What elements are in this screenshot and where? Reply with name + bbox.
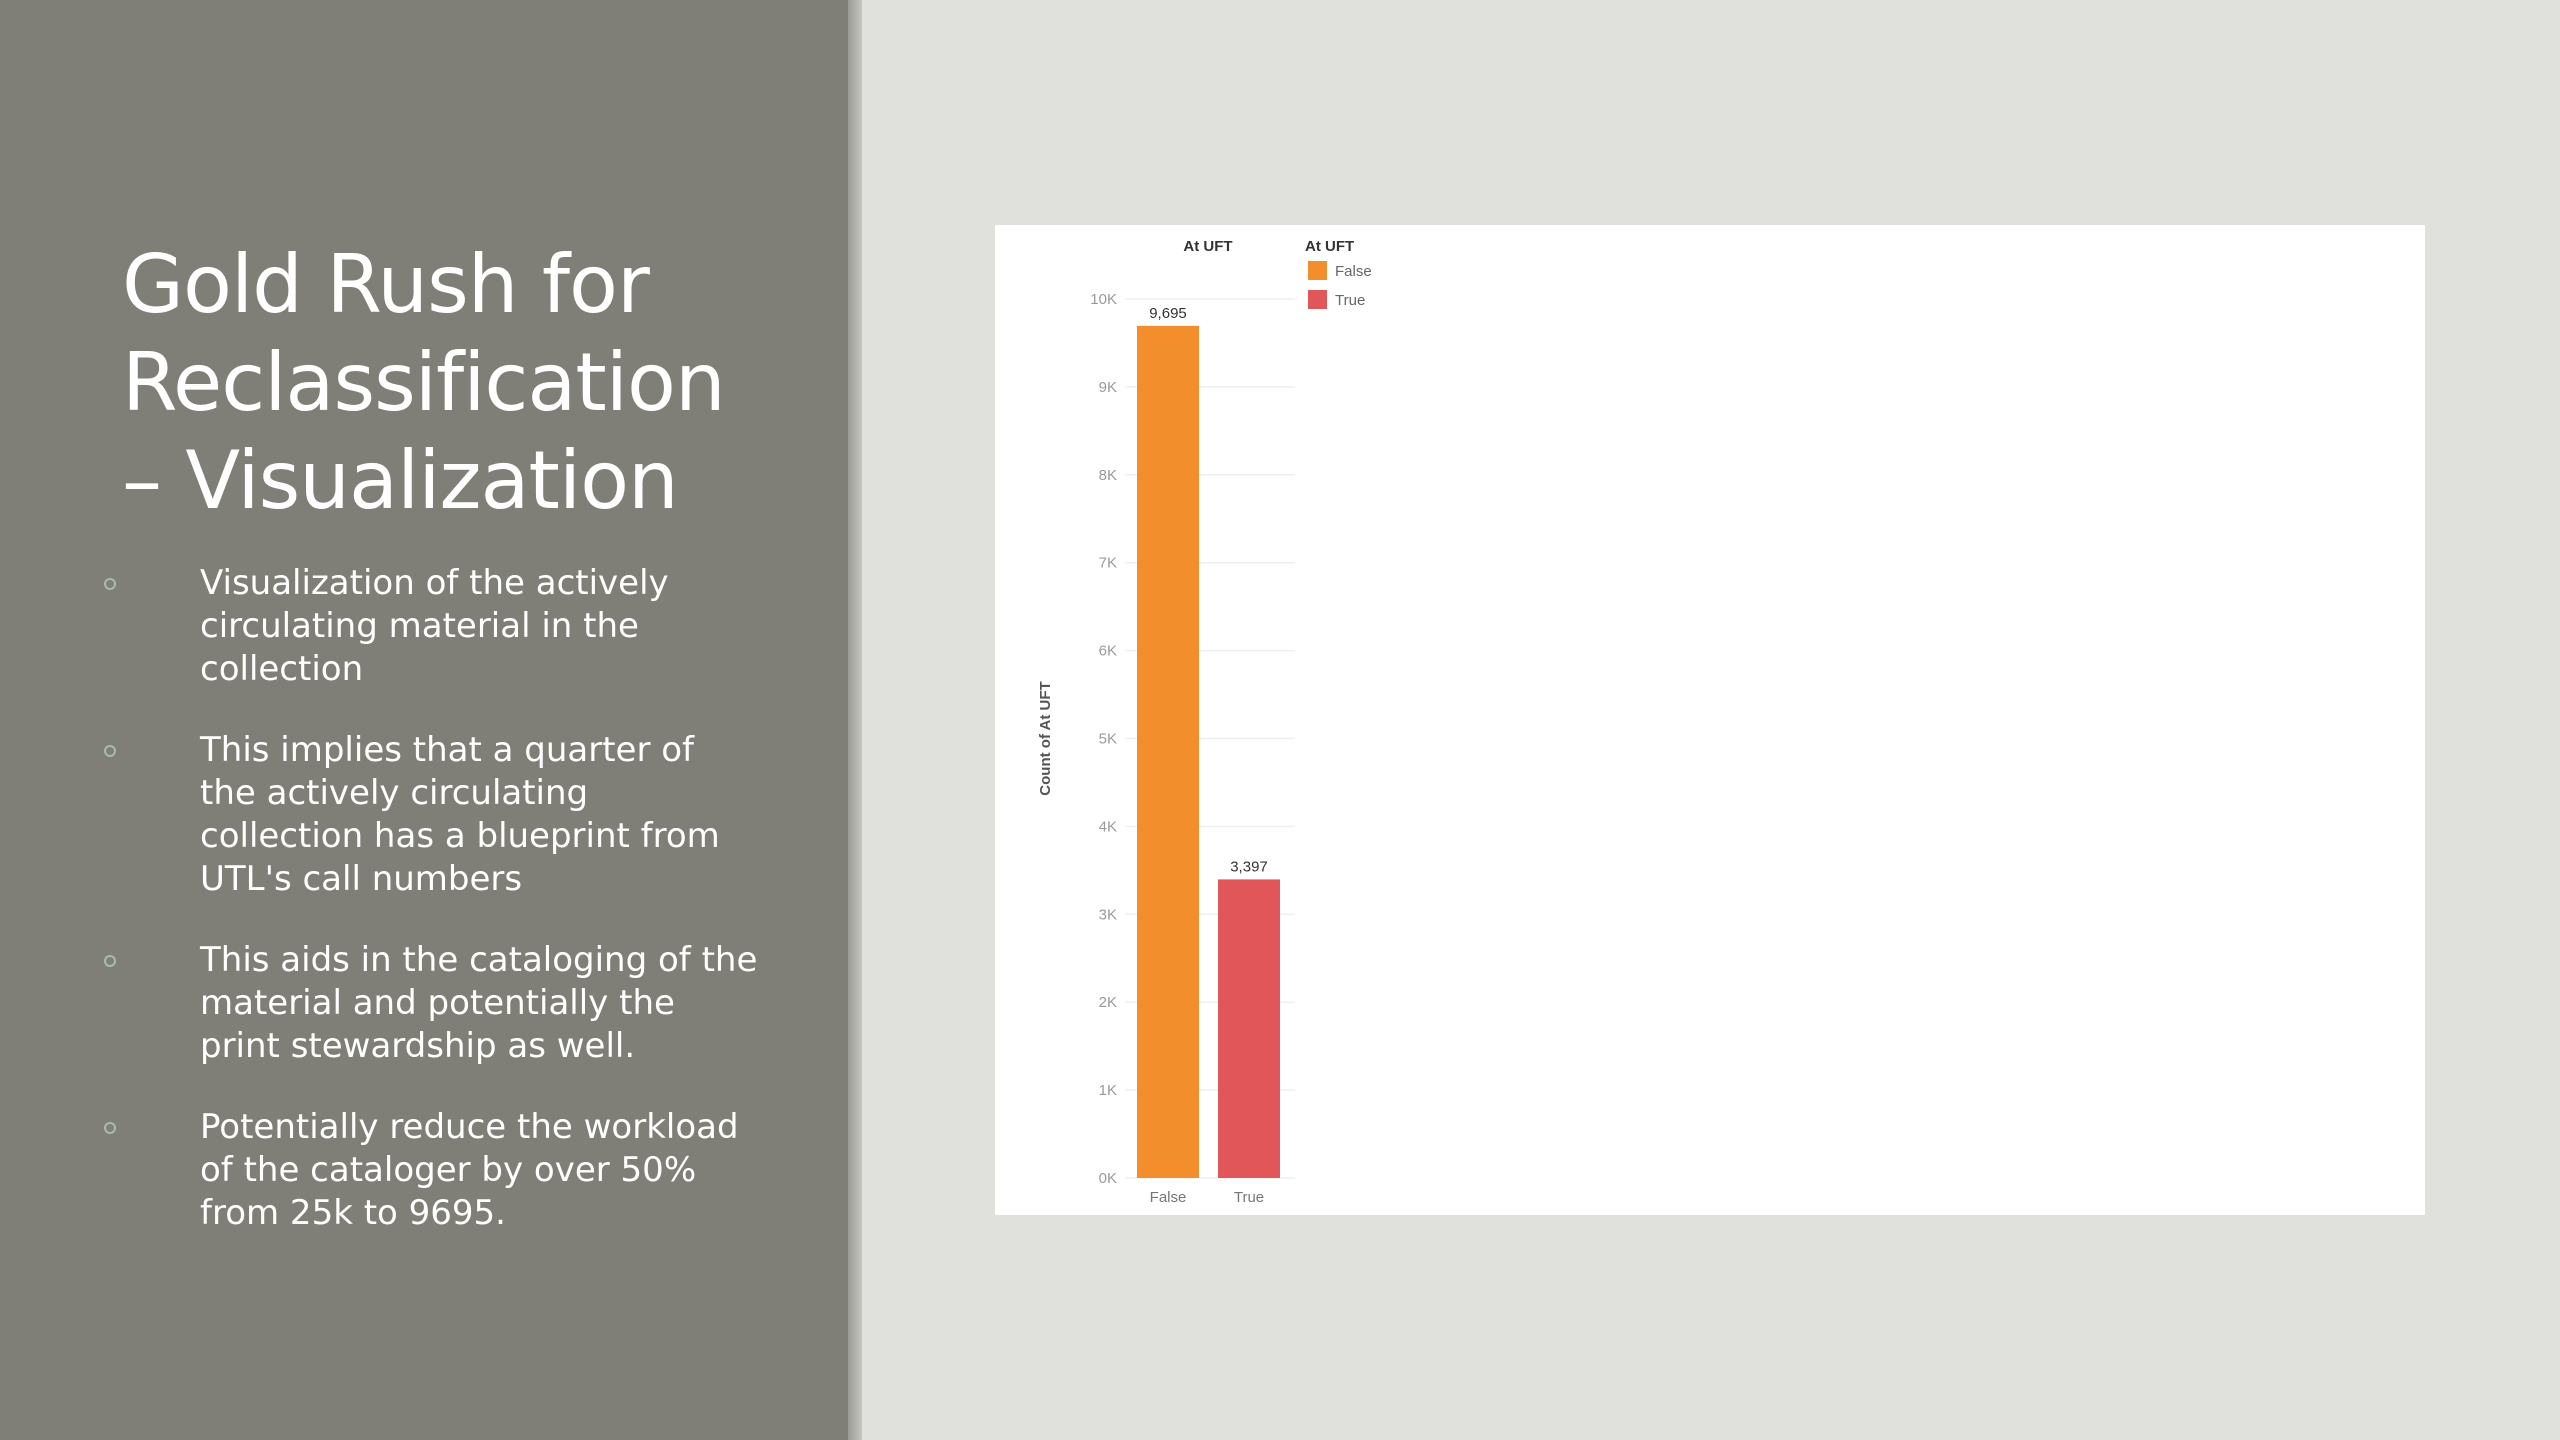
bullet-item: Visualization of the actively circulatin… [100,562,760,691]
y-tick-label: 1K [1099,1082,1117,1099]
bullet-text: This implies that a quarter of the activ… [200,730,720,899]
y-tick-label: 10K [1090,291,1117,308]
legend-title: At UFT [1305,238,1354,255]
y-tick-label: 0K [1099,1170,1117,1187]
chart-title: At UFT [1183,238,1232,255]
bar-value-label: 9,695 [1149,305,1187,322]
bullet-circle-icon [104,578,116,590]
bullet-text: This aids in the cataloging of the mater… [200,940,758,1066]
bullet-circle-icon [104,955,116,967]
x-tick-label: True [1234,1189,1264,1206]
bullet-circle-icon [104,745,116,757]
bar [1218,879,1280,1178]
slide-title-line: Gold Rush for [122,238,650,331]
legend-swatch [1308,261,1327,280]
bullet-text: Visualization of the actively circulatin… [200,563,669,689]
slide-left-panel: Gold Rush for Reclassification – Visuali… [0,0,848,1440]
chart-panel: 0K 1K 2K 3K 4K 5K 6K 7K 8K 9K 10K Count of At UFT At… [995,225,2425,1215]
y-tick-label: 4K [1099,818,1117,835]
legend-label: True [1335,292,1365,309]
y-tick-label: 5K [1099,731,1117,748]
y-tick-label: 2K [1099,994,1117,1011]
y-tick-label: 8K [1099,467,1117,484]
slide-title: Gold Rush for Reclassification – Visuali… [122,236,802,530]
bar-value-label: 3,397 [1230,858,1268,875]
bullet-list: Visualization of the actively circulatin… [100,562,760,1273]
legend-swatch [1308,290,1327,309]
panel-divider [848,0,862,1440]
y-tick-label: 7K [1099,555,1117,572]
y-axis-label: Count of At UFT [1037,681,1054,795]
y-tick-label: 9K [1099,379,1117,396]
legend-label: False [1335,263,1372,280]
bullet-text: Potentially reduce the workload of the c… [200,1107,739,1233]
bullet-item: This implies that a quarter of the activ… [100,729,760,901]
slide-title-line: – Visualization [122,434,679,527]
bullet-item: This aids in the cataloging of the mater… [100,939,760,1068]
x-tick-label: False [1150,1189,1187,1206]
slide-title-line: Reclassification [122,336,726,429]
y-tick-label: 3K [1099,906,1117,923]
bullet-circle-icon [104,1122,116,1134]
y-tick-label: 6K [1099,643,1117,660]
bar-chart: 0K 1K 2K 3K 4K 5K 6K 7K 8K 9K 10K Count of At UFT At… [1037,238,1372,1206]
bullet-item: Potentially reduce the workload of the c… [100,1106,760,1235]
bar [1137,325,1199,1178]
